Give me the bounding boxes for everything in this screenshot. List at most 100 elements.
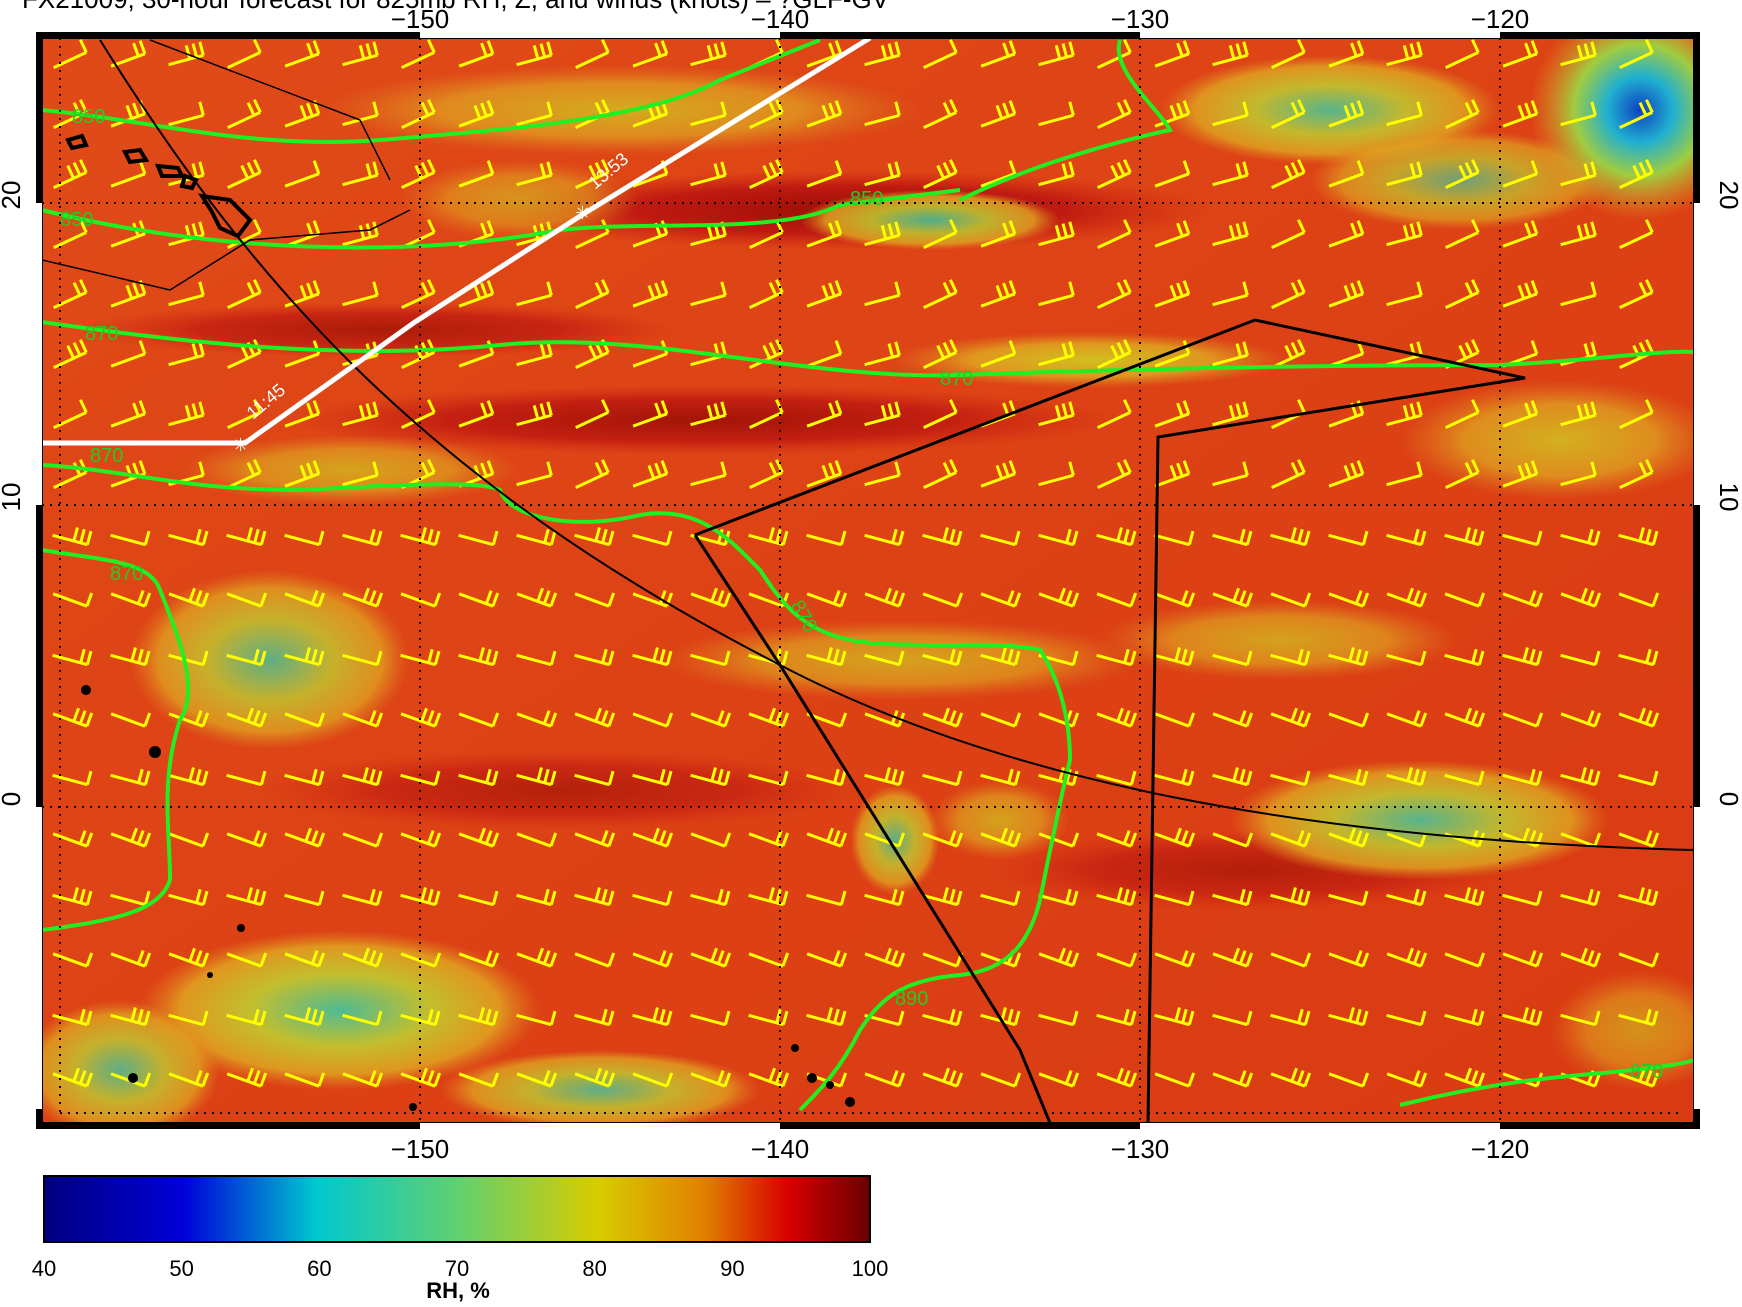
wind-barb: [1502, 712, 1544, 728]
wind-barb: [1097, 459, 1132, 489]
wind-barb: [284, 1072, 326, 1088]
wind-barb: [110, 400, 147, 428]
wind-barb: [1502, 40, 1539, 68]
wind-barb: [1560, 281, 1597, 307]
wind-barb: [1038, 281, 1075, 307]
wind-barb: [400, 527, 441, 547]
wind-barb: [690, 101, 727, 127]
wind-barb: [574, 527, 615, 547]
wind-barb: [342, 888, 383, 907]
wind-barb: [575, 279, 610, 309]
wind-barb: [168, 947, 210, 968]
wind-barb: [980, 768, 1021, 787]
wind-barb: [864, 401, 901, 427]
wind-barb: [1154, 1072, 1196, 1088]
wind-barb: [168, 401, 205, 427]
wind-barb: [168, 41, 205, 67]
wind-barb: [53, 339, 88, 369]
wind-barb: [1270, 1067, 1312, 1088]
wind-barb: [1618, 707, 1660, 728]
wind-barb: [110, 530, 151, 547]
wind-barb: [1038, 947, 1080, 968]
wind-barb: [1038, 767, 1079, 787]
wind-barb: [1619, 279, 1654, 309]
wind-barb: [1270, 527, 1311, 547]
map-title: FX21009, 30-hour forecast for 825mb RH, …: [22, 0, 889, 15]
wind-barb: [1212, 947, 1254, 968]
wind-barb: [52, 1067, 94, 1088]
wind-barb: [1096, 887, 1137, 907]
wind-barb: [690, 461, 727, 487]
lon-tick-bottom: −130: [1111, 1134, 1170, 1164]
wind-barb: [1444, 1008, 1485, 1027]
wind-barb: [401, 159, 436, 189]
wind-barb: [1560, 767, 1601, 787]
wind-barb: [1560, 888, 1601, 907]
wind-barb: [980, 100, 1017, 128]
wind-barb: [1444, 887, 1485, 907]
wind-barb: [1212, 650, 1253, 667]
wind-barb: [516, 281, 553, 307]
wind-barb: [53, 159, 88, 189]
wind-barb: [284, 590, 326, 608]
wind-barb: [632, 768, 673, 787]
wind-barb: [53, 399, 88, 429]
wind-barb: [1328, 40, 1365, 68]
wind-barb: [1502, 460, 1539, 488]
wind-barb: [1618, 648, 1659, 667]
wind-barb: [1386, 461, 1423, 487]
wind-barb: [400, 887, 441, 907]
wind-barb: [400, 648, 441, 667]
wind-barb: [1096, 1008, 1137, 1027]
wind-barb: [1619, 459, 1654, 489]
wind-barb: [690, 401, 727, 427]
wind-barb: [1445, 219, 1480, 249]
wind-barb: [690, 1070, 732, 1088]
wind-barb: [864, 767, 905, 787]
wind-barb: [1445, 459, 1480, 489]
wind-barb: [284, 160, 321, 188]
wind-barb: [1097, 219, 1132, 249]
wind-barb: [748, 1008, 789, 1027]
wind-barb: [458, 530, 499, 547]
wind-barb: [1271, 459, 1306, 489]
wind-barb: [284, 460, 321, 488]
wind-barb: [226, 1008, 267, 1027]
wind-barb: [110, 160, 147, 188]
wind-barb: [690, 710, 732, 728]
wind-barb: [864, 281, 901, 307]
wind-barb: [516, 401, 553, 427]
wind-barb: [168, 767, 209, 787]
wind-barb: [690, 767, 731, 787]
wind-barb: [1270, 830, 1312, 848]
wind-barb: [168, 528, 209, 547]
wind-barb: [1271, 219, 1306, 249]
wind-barb: [980, 340, 1017, 368]
wind-barb: [110, 40, 147, 68]
wind-barb: [1097, 99, 1132, 129]
wind-barb: [1502, 220, 1539, 248]
wind-barb: [1154, 1007, 1195, 1027]
wind-barb: [1096, 770, 1137, 787]
wind-barb: [980, 890, 1021, 907]
wind-barb: [342, 767, 383, 787]
wind-barb: [922, 770, 963, 787]
wind-barb: [632, 712, 674, 728]
wind-barb: [400, 1067, 442, 1088]
wind-barb: [401, 99, 436, 129]
wind-barb: [458, 590, 500, 608]
wind-barb: [458, 890, 499, 907]
wind-barb: [690, 832, 732, 848]
wind-barb: [1560, 710, 1602, 728]
wind-barb: [226, 952, 268, 968]
wind-barb: [1154, 647, 1195, 667]
wind-barb: [516, 161, 553, 187]
lon-tick-bottom: −140: [751, 1134, 810, 1164]
wind-barb: [749, 99, 784, 129]
wind-barb: [923, 219, 958, 249]
wind-barb: [864, 650, 905, 667]
lon-tick-top: −140: [751, 4, 810, 34]
wind-barb: [1328, 460, 1365, 488]
wind-barb: [980, 530, 1021, 547]
hawaiian-islands: [65, 133, 253, 239]
